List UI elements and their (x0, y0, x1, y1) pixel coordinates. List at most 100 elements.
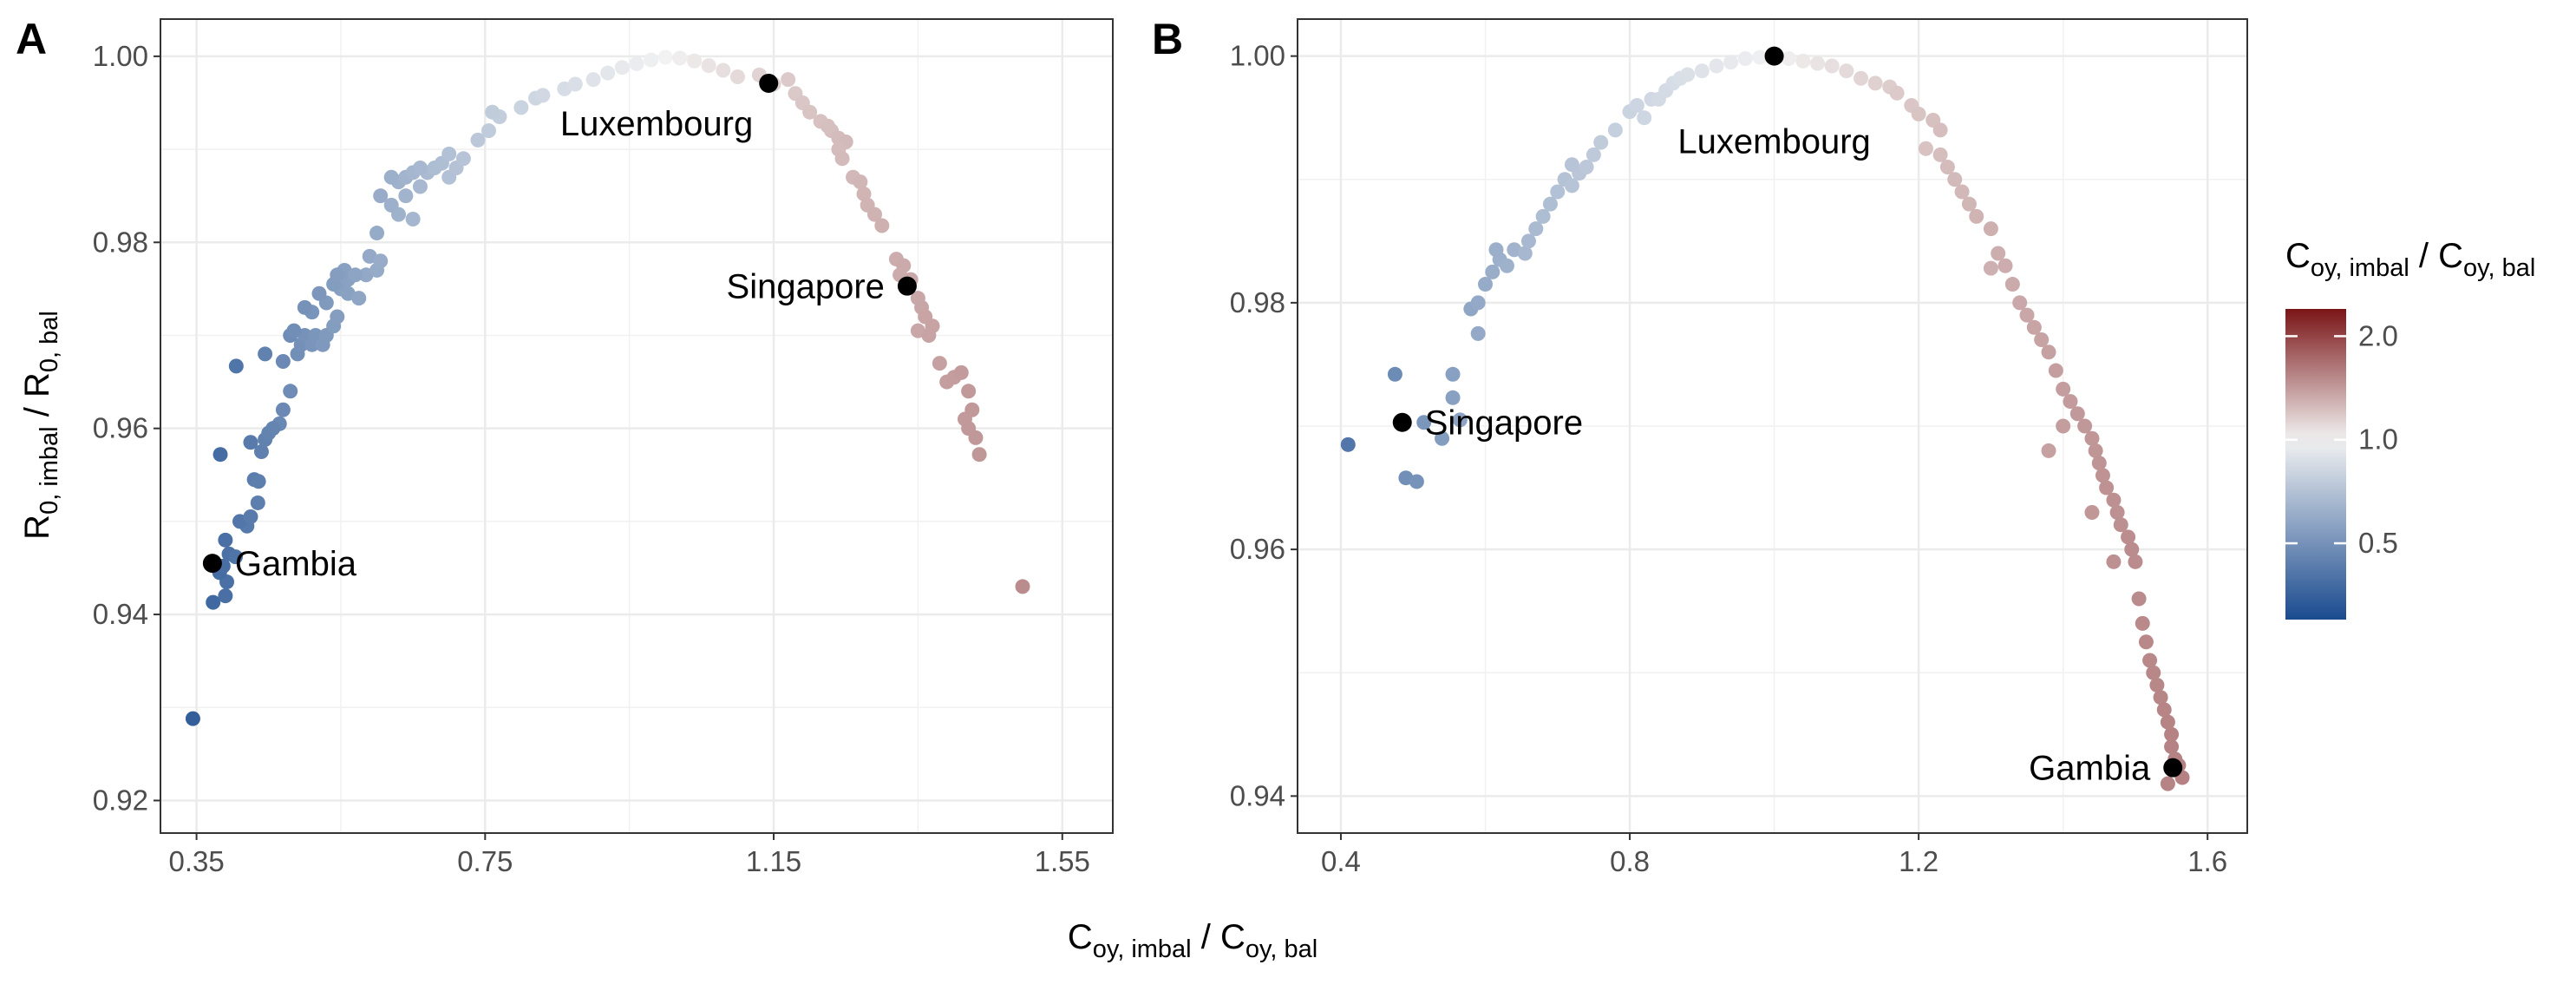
data-point (1499, 258, 1514, 273)
data-point (212, 447, 228, 463)
data-point (275, 353, 291, 369)
data-point (1932, 122, 1948, 138)
data-point (2056, 418, 2071, 434)
data-point (2048, 363, 2063, 378)
data-point (275, 402, 291, 417)
data-point (228, 358, 244, 374)
legend-tick-label: 0.5 (2358, 527, 2398, 559)
highlight-point-singapore (897, 276, 917, 296)
data-point (567, 76, 583, 92)
x-axis-ticks: 0.35 0.75 1.15 1.55 (168, 833, 1090, 877)
y-tick-label: 0.98 (93, 226, 148, 258)
data-point (1781, 50, 1796, 66)
data-point (2095, 468, 2110, 483)
panel-background (160, 19, 1113, 833)
data-point (2077, 418, 2093, 434)
data-point (405, 211, 421, 226)
data-point (1528, 221, 1544, 237)
x-tick-label: 0.75 (457, 845, 513, 877)
legend-tick-label: 2.0 (2358, 319, 2398, 351)
data-point (2069, 406, 2085, 422)
data-point (1939, 160, 1955, 175)
panel-border (160, 18, 1114, 834)
data-point (2149, 677, 2165, 692)
data-point (2041, 345, 2056, 360)
data-point (1867, 75, 1883, 91)
data-point (2142, 653, 2158, 668)
data-point (1737, 50, 1753, 66)
data-point (286, 323, 302, 338)
data-point (2106, 554, 2122, 569)
country-label: Luxembourg (560, 105, 753, 143)
data-point (185, 711, 200, 726)
data-point (961, 384, 977, 399)
data-point (1889, 85, 1905, 101)
data-point (971, 447, 987, 463)
highlight-point-gambia (2163, 758, 2183, 778)
x-tick-label: 1.15 (746, 845, 801, 877)
data-point (283, 384, 298, 399)
data-point (953, 364, 969, 380)
highlighted-countries: Luxembourg Singapore Gambia (202, 73, 917, 583)
data-point (820, 118, 835, 134)
data-point (968, 430, 984, 445)
data-point (250, 495, 265, 510)
data-point (2160, 714, 2175, 730)
data-point (1485, 264, 1500, 279)
data-point (1961, 196, 1977, 212)
data-point (687, 53, 703, 69)
data-point (1629, 97, 1644, 113)
data-point (1550, 184, 1566, 200)
panel-border (1297, 18, 2248, 834)
data-point (2113, 517, 2128, 533)
data-point (2106, 492, 2122, 508)
data-point (2019, 307, 2035, 323)
legend-ticks: 2.0 1.0 0.5 (2285, 319, 2398, 559)
data-point (383, 169, 399, 185)
data-point (243, 509, 258, 525)
data-point (1340, 436, 1356, 452)
data-point (228, 549, 244, 565)
data-point (1542, 196, 1558, 212)
data-point (1015, 579, 1030, 594)
data-point (1824, 58, 1840, 74)
data-point (1997, 258, 2013, 273)
data-point (2156, 702, 2172, 718)
data-point (1810, 56, 1826, 71)
data-point (251, 474, 266, 489)
data-point (1983, 260, 1998, 276)
data-point (1709, 58, 1724, 74)
data-point (2164, 739, 2180, 755)
data-point (398, 188, 414, 204)
data-point (1839, 63, 1854, 79)
y-axis-ticks: 0.92 0.94 0.96 0.98 1.00 (93, 40, 160, 816)
x-tick-label: 1.2 (1899, 845, 1939, 877)
data-point (1607, 122, 1623, 138)
data-point (1723, 55, 1739, 70)
data-point (2131, 591, 2147, 607)
data-point (1416, 415, 1432, 430)
legend-title: Coy, imbal / Coy, bal (2285, 237, 2535, 282)
data-point (297, 299, 312, 315)
data-point (874, 218, 890, 233)
y-tick-label: 0.94 (1230, 779, 1285, 811)
y-tick-label: 0.94 (93, 598, 148, 630)
data-point (1470, 295, 1486, 311)
y-tick-label: 0.96 (93, 412, 148, 444)
country-label: Singapore (727, 268, 885, 306)
data-point (2099, 480, 2115, 496)
legend-colorbar (2285, 309, 2346, 620)
data-point (1954, 184, 1970, 200)
data-points (185, 49, 1030, 726)
data-point (925, 318, 940, 334)
data-point (701, 58, 716, 74)
data-point (2088, 443, 2103, 458)
panel-a: A Luxembourg Singapore Gambia 0.35 0.75 1.15… (16, 15, 1114, 877)
data-point (1452, 412, 1468, 428)
data-point (585, 72, 601, 88)
data-point (243, 435, 258, 450)
data-point (369, 226, 385, 241)
y-axis-ticks: 0.94 0.96 0.98 1.00 (1230, 40, 1298, 811)
data-point (781, 72, 796, 88)
y-tick-label: 0.96 (1230, 533, 1285, 565)
